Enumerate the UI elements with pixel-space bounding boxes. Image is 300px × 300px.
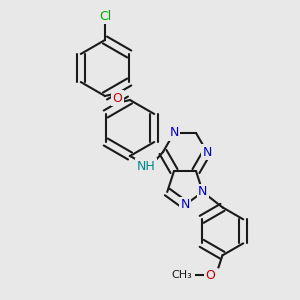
Text: NH: NH bbox=[136, 160, 155, 172]
Text: Cl: Cl bbox=[99, 10, 111, 22]
Text: N: N bbox=[202, 146, 212, 158]
Text: O: O bbox=[206, 269, 215, 282]
Text: N: N bbox=[180, 198, 190, 212]
Text: CH₃: CH₃ bbox=[172, 270, 193, 280]
Text: N: N bbox=[198, 185, 208, 199]
Text: N: N bbox=[169, 126, 179, 140]
Text: O: O bbox=[112, 92, 122, 104]
